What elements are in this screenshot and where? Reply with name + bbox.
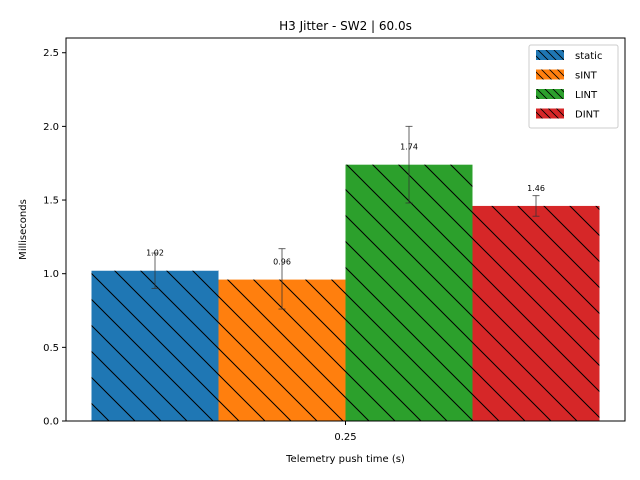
error-bar-lint — [405, 125, 413, 204]
data-label-sint: 0.96 — [273, 258, 291, 267]
bar-hatch-dint — [472, 205, 600, 421]
y-axis-label: Milliseconds — [18, 199, 29, 260]
chart-title: H3 Jitter - SW2 | 60.0s — [279, 19, 412, 33]
data-label-dint: 1.46 — [527, 184, 545, 193]
legend-label-static: static — [575, 51, 602, 62]
data-label-lint: 1.74 — [400, 143, 418, 152]
legend-label-lint: LINT — [575, 90, 598, 101]
error-bar-dint — [532, 195, 540, 217]
y-tick-label: 0.0 — [43, 417, 59, 428]
legend-swatch-hatch-static — [536, 50, 564, 60]
bar-hatch-lint — [345, 164, 473, 421]
y-tick-label: 1.5 — [43, 196, 59, 207]
error-bar-static — [151, 252, 159, 289]
y-tick-label: 2.5 — [43, 48, 59, 59]
x-tick-label: 0.25 — [334, 432, 356, 443]
y-tick-label: 1.0 — [43, 269, 59, 280]
y-tick-label: 0.5 — [43, 343, 59, 354]
error-bar-sint — [278, 248, 286, 310]
data-label-static: 1.02 — [146, 249, 164, 258]
legend-swatch-hatch-dint — [536, 108, 564, 119]
legend-label-sint: sINT — [575, 71, 598, 82]
legend-label-dint: DINT — [575, 110, 600, 121]
legend-box — [528, 44, 619, 129]
plot-area: 1.02 0.96 1.74 1.46 0.0 0.5 1.0 1.5 2.0 2.5 0.25 — [43, 37, 626, 443]
legend-swatch-hatch-lint — [536, 89, 564, 99]
bar-hatch-static — [91, 270, 219, 421]
legend-swatch-hatch-sint — [536, 69, 564, 80]
y-tick-label: 2.0 — [43, 122, 59, 133]
legend: static sINT LINT DINT — [528, 44, 619, 129]
x-axis-label: Telemetry push time (s) — [285, 454, 405, 465]
